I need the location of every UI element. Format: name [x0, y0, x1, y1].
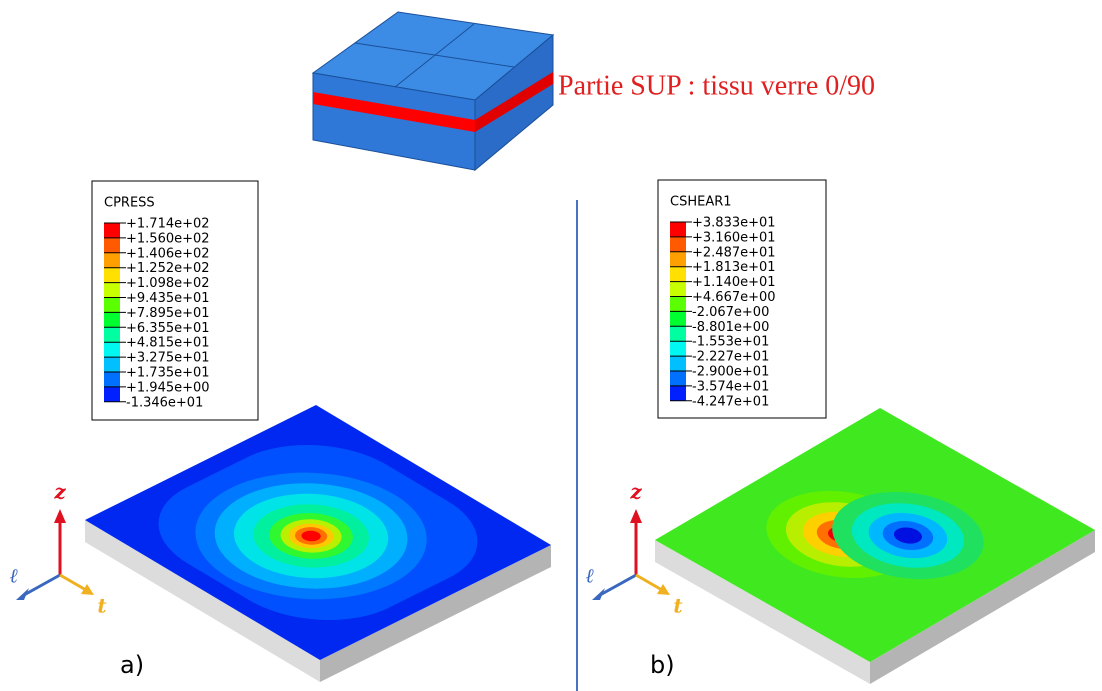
arrow-head [54, 509, 66, 523]
legend-band [104, 312, 120, 327]
legend-value: +4.815e+01 [126, 336, 210, 351]
plate-top [85, 405, 551, 660]
legend-band [670, 326, 686, 341]
axis-arrow [636, 575, 662, 590]
laminate-block [313, 12, 553, 170]
legend-band [670, 356, 686, 371]
legend-band [670, 222, 686, 237]
panel-label: a) [120, 651, 144, 679]
legend-value: +1.560e+02 [126, 231, 210, 246]
axis-arrow [24, 575, 60, 595]
legend-value: +1.140e+01 [692, 275, 776, 290]
legend-band [670, 282, 686, 297]
legend-band [104, 372, 120, 387]
legend-title: CPRESS [104, 196, 155, 211]
axis-label: t [673, 594, 683, 618]
legend-band [104, 223, 120, 238]
plate-top [655, 408, 1095, 662]
legend-value: -2.227e+01 [692, 350, 769, 365]
legend-band [670, 341, 686, 356]
panel-label: b) [650, 651, 675, 679]
axis-arrow [600, 575, 636, 595]
axis-label: z [629, 480, 642, 504]
axis-label: ℓ [586, 564, 595, 588]
legend-title: CSHEAR1 [670, 195, 732, 210]
axis-arrow [60, 575, 86, 590]
legend-band [670, 386, 686, 401]
legend-value: +1.406e+02 [126, 246, 210, 261]
legend-band [104, 298, 120, 313]
legend-value: +4.667e+00 [692, 290, 776, 305]
legend-value: +1.252e+02 [126, 261, 210, 276]
legend-value: +6.355e+01 [126, 321, 210, 336]
axis-label: z [53, 480, 66, 504]
legend-value: -4.247e+01 [692, 394, 769, 409]
legend-band [670, 297, 686, 312]
figure: Partie SUP : tissu verre 0/90 CPRESS +1.7… [0, 0, 1102, 691]
legend-band [104, 327, 120, 342]
legend-band [104, 357, 120, 372]
legend-band [670, 252, 686, 267]
legend-band [104, 283, 120, 298]
legend-value: +3.833e+01 [692, 216, 776, 231]
legend-band [104, 253, 120, 268]
axis-label: ℓ [10, 564, 19, 588]
legend-value: +1.714e+02 [126, 217, 210, 232]
axis-label: t [97, 594, 107, 618]
legend-value: +2.487e+01 [692, 245, 776, 260]
legend-value: -1.553e+01 [692, 335, 769, 350]
legend-value: +1.813e+01 [692, 260, 776, 275]
legend-value: +1.098e+02 [126, 276, 210, 291]
legend-band [104, 342, 120, 357]
legend-value: +3.275e+01 [126, 351, 210, 366]
legend-band [670, 267, 686, 282]
legend-value: +3.160e+01 [692, 230, 776, 245]
legend-value: +1.945e+00 [126, 380, 210, 395]
legend-value: -1.346e+01 [126, 395, 203, 410]
legend-band [670, 311, 686, 326]
legend-value: -2.900e+01 [692, 365, 769, 380]
legend-band [104, 238, 120, 253]
legend-value: -2.067e+00 [692, 305, 769, 320]
legend-band [670, 371, 686, 386]
legend-band [670, 237, 686, 252]
legend-value: +1.735e+01 [126, 366, 210, 381]
legend-value: -8.801e+00 [692, 320, 769, 335]
top-label: Partie SUP : tissu verre 0/90 [558, 70, 875, 101]
legend-value: -3.574e+01 [692, 379, 769, 394]
legend-band [104, 268, 120, 283]
legend-value: +9.435e+01 [126, 291, 210, 306]
legend-value: +7.895e+01 [126, 306, 210, 321]
legend-band [104, 387, 120, 402]
arrow-head [630, 509, 642, 523]
